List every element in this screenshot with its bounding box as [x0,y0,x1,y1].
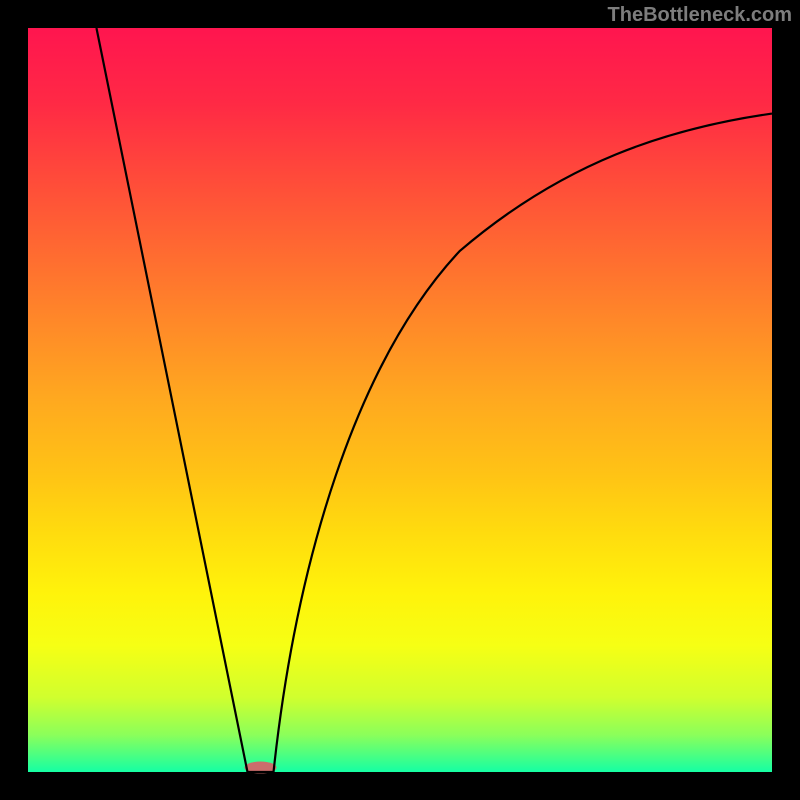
plot-area [28,28,772,772]
chart-container: TheBottleneck.com [0,0,800,800]
bottleneck-curve-chart [0,0,800,800]
watermark-label: TheBottleneck.com [608,4,792,27]
